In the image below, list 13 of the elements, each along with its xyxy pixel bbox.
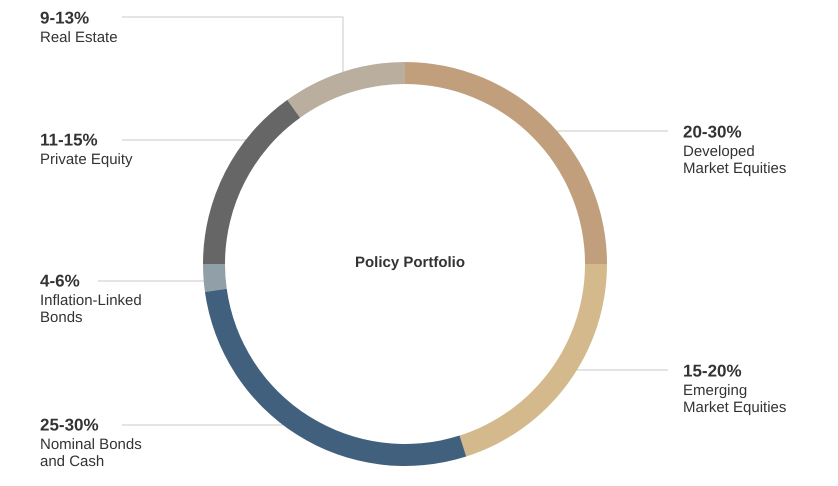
slice-label: Real Estate (40, 29, 118, 46)
text: Policy Portfolio (354, 254, 466, 271)
text: 20-30% (683, 122, 742, 142)
text: 25-30% (40, 416, 99, 434)
text: 4-6% (40, 272, 80, 290)
text: 9-13% (40, 8, 90, 28)
text: 11-15% (40, 130, 98, 150)
slice-label: Inflation-Linked Bonds (40, 292, 142, 326)
slice-label: Nominal Bonds and Cash (40, 436, 142, 470)
text: 15-20% (683, 362, 742, 380)
slice-label: Private Equity (40, 151, 134, 168)
slice-label: Developed Market Equities (683, 143, 786, 177)
slice-label: Emerging Market Equities (683, 382, 786, 416)
